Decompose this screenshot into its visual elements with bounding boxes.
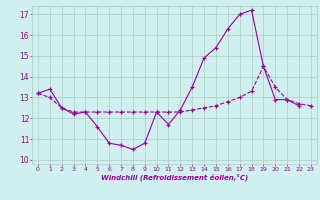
X-axis label: Windchill (Refroidissement éolien,°C): Windchill (Refroidissement éolien,°C)	[101, 173, 248, 181]
